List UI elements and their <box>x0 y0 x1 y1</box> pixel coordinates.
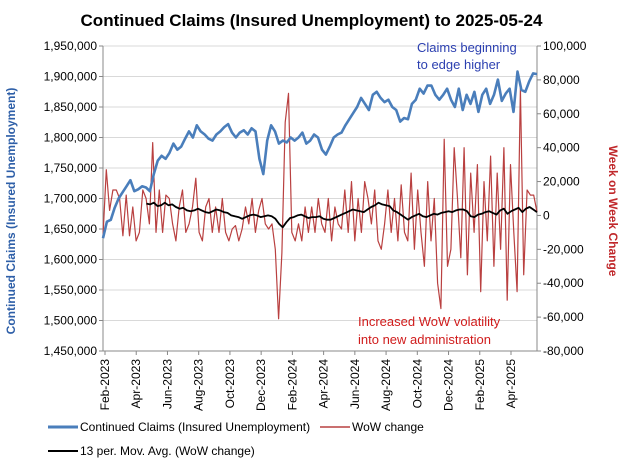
x-tick-label: Apr-2024 <box>317 359 331 409</box>
x-tick-label: Apr-2023 <box>129 359 143 409</box>
right-axis-title: Week on Week Change <box>606 146 620 277</box>
annotation-volatility-line2: into new administration <box>358 332 491 347</box>
series-line-wow <box>102 87 538 320</box>
left-tick-label: 1,900,000 <box>44 70 98 84</box>
left-tick-label: 1,750,000 <box>44 161 98 175</box>
x-tick-label: Feb-2023 <box>98 359 112 411</box>
x-tick-label: Aug-2024 <box>379 359 393 411</box>
series-line-mavg <box>146 201 538 229</box>
right-tick-label: 100,000 <box>543 39 587 53</box>
series-line-claims <box>101 70 538 239</box>
left-tick-label: 1,650,000 <box>44 222 98 236</box>
axis-layer <box>99 45 541 355</box>
right-tick-label: 0 <box>543 208 550 222</box>
left-tick-label: 1,950,000 <box>44 39 98 53</box>
right-tick-label: 40,000 <box>543 141 580 155</box>
right-tick-label: -60,000 <box>543 310 584 324</box>
x-tick-label: Oct-2023 <box>223 359 237 409</box>
x-tick-label: Feb-2024 <box>285 359 299 411</box>
x-tick-label: Jun-2024 <box>348 359 362 409</box>
left-tick-label: 1,850,000 <box>44 100 98 114</box>
right-tick-label: -20,000 <box>543 242 584 256</box>
left-tick-label: 1,800,000 <box>44 131 98 145</box>
right-tick-label: 80,000 <box>543 73 580 87</box>
left-tick-label: 1,700,000 <box>44 192 98 206</box>
x-tick-label: Aug-2023 <box>192 359 206 411</box>
annotation-claims-line2: to edge higher <box>417 57 501 72</box>
left-tick-label: 1,600,000 <box>44 253 98 267</box>
x-tick-label: Dec-2023 <box>254 359 268 411</box>
x-tick-label: Apr-2025 <box>504 359 518 409</box>
right-tick-label: 60,000 <box>543 107 580 121</box>
legend-label-wow: WoW change <box>352 420 424 434</box>
left-tick-label: 1,450,000 <box>44 344 98 358</box>
chart-title: Continued Claims (Insured Unemployment) … <box>81 11 543 30</box>
x-tick-label: Feb-2025 <box>473 359 487 411</box>
left-tick-label: 1,550,000 <box>44 283 98 297</box>
annotation-claims-line1: Claims beginning <box>417 40 517 55</box>
grid-layer <box>103 45 537 352</box>
x-tick-label: Oct-2024 <box>410 359 424 409</box>
x-tick-label: Dec-2024 <box>442 359 456 411</box>
annotation-volatility-line1: Increased WoW volatility <box>358 314 501 329</box>
series-layer <box>101 70 538 320</box>
legend: Continued Claims (Insured Unemployment) … <box>48 420 424 458</box>
right-tick-label: -80,000 <box>543 344 584 358</box>
legend-label-mavg: 13 per. Mov. Avg. (WoW change) <box>80 444 255 458</box>
legend-label-claims: Continued Claims (Insured Unemployment) <box>80 420 310 434</box>
right-tick-label: 20,000 <box>543 175 580 189</box>
right-tick-label: -40,000 <box>543 276 584 290</box>
left-tick-label: 1,500,000 <box>44 314 98 328</box>
label-layer: 1,450,000 1,500,000 1,550,000 1,600,000 1,65… <box>44 39 587 411</box>
x-tick-label: Jun-2023 <box>160 359 174 409</box>
left-axis-title: Continued Claims (Insured Unemployment) <box>4 88 18 335</box>
